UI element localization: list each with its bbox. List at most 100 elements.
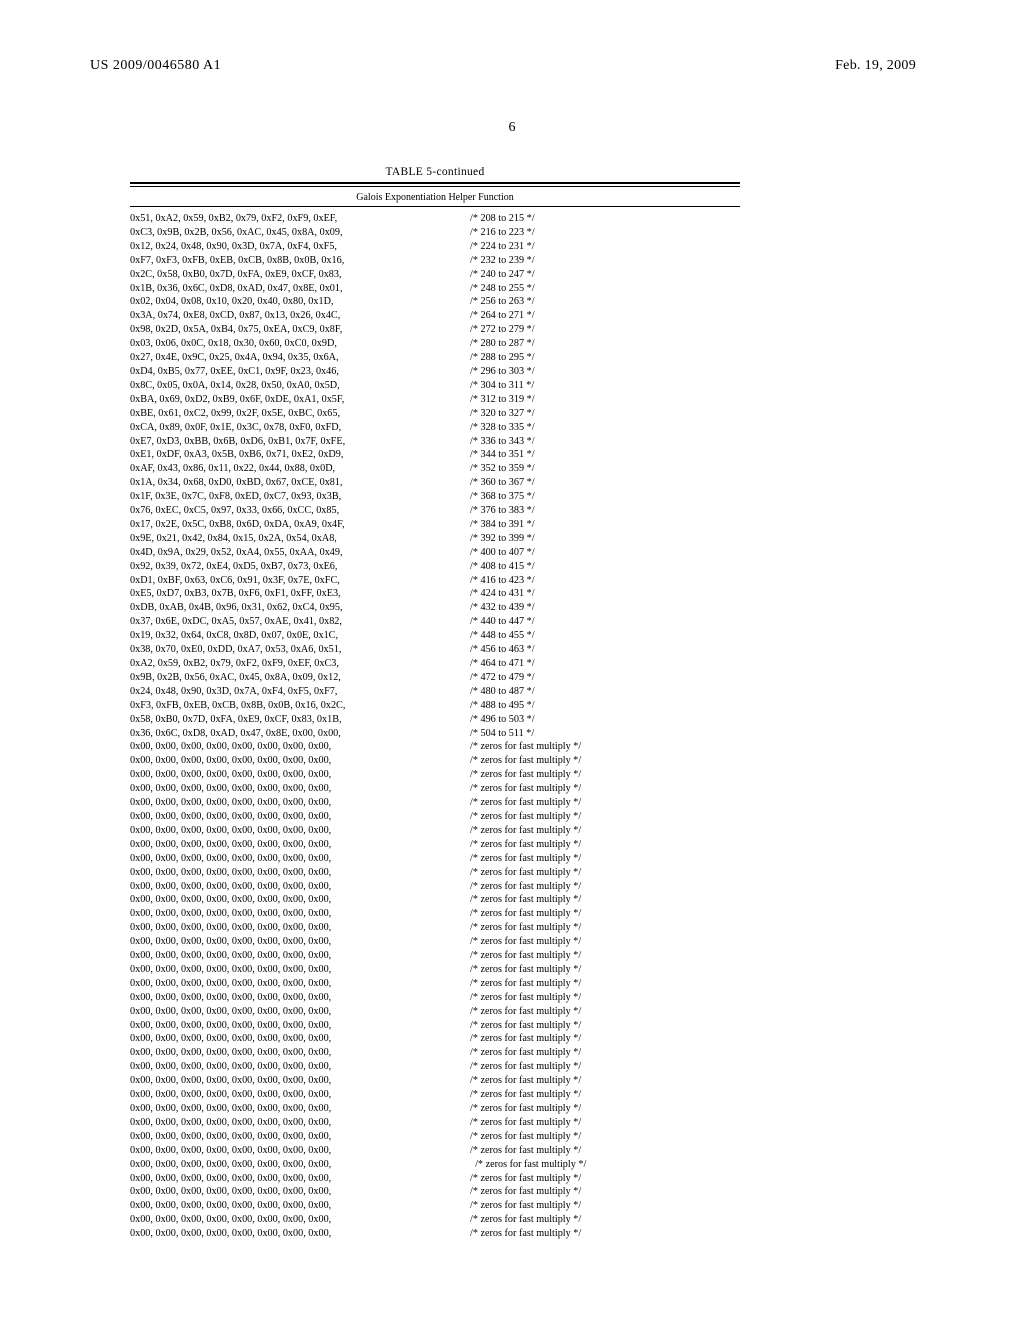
table-row: 0x00, 0x00, 0x00, 0x00, 0x00, 0x00, 0x00… [130,880,740,894]
hex-values: 0x00, 0x00, 0x00, 0x00, 0x00, 0x00, 0x00… [130,1116,470,1130]
table-row: 0x24, 0x48, 0x90, 0x3D, 0x7A, 0xF4, 0xF5… [130,685,740,699]
hex-values: 0xE1, 0xDF, 0xA3, 0x5B, 0xB6, 0x71, 0xE2… [130,448,470,462]
comment: /* zeros for fast multiply */ [470,754,740,768]
table-row: 0x00, 0x00, 0x00, 0x00, 0x00, 0x00, 0x00… [130,810,740,824]
table-row: 0x00, 0x00, 0x00, 0x00, 0x00, 0x00, 0x00… [130,1130,740,1144]
table-row: 0x00, 0x00, 0x00, 0x00, 0x00, 0x00, 0x00… [130,1185,740,1199]
hex-values: 0x00, 0x00, 0x00, 0x00, 0x00, 0x00, 0x00… [130,838,470,852]
table-row: 0x00, 0x00, 0x00, 0x00, 0x00, 0x00, 0x00… [130,963,740,977]
comment: /* 232 to 239 */ [470,254,740,268]
comment: /* zeros for fast multiply */ [470,963,740,977]
hex-values: 0x00, 0x00, 0x00, 0x00, 0x00, 0x00, 0x00… [130,921,470,935]
table-row: 0x2C, 0x58, 0xB0, 0x7D, 0xFA, 0xE9, 0xCF… [130,268,740,282]
hex-values: 0x00, 0x00, 0x00, 0x00, 0x00, 0x00, 0x00… [130,1199,470,1213]
rule-thin-2 [130,206,740,207]
comment: /* 440 to 447 */ [470,615,740,629]
table-row: 0x00, 0x00, 0x00, 0x00, 0x00, 0x00, 0x00… [130,907,740,921]
table-row: 0x1A, 0x34, 0x68, 0xD0, 0xBD, 0x67, 0xCE… [130,476,740,490]
table-row: 0x19, 0x32, 0x64, 0xC8, 0x8D, 0x07, 0x0E… [130,629,740,643]
comment: /* 224 to 231 */ [470,240,740,254]
hex-values: 0x00, 0x00, 0x00, 0x00, 0x00, 0x00, 0x00… [130,935,470,949]
table-row: 0x00, 0x00, 0x00, 0x00, 0x00, 0x00, 0x00… [130,1102,740,1116]
table-row: 0x00, 0x00, 0x00, 0x00, 0x00, 0x00, 0x00… [130,768,740,782]
hex-values: 0x2C, 0x58, 0xB0, 0x7D, 0xFA, 0xE9, 0xCF… [130,268,470,282]
comment: /* 384 to 391 */ [470,518,740,532]
table-row: 0x00, 0x00, 0x00, 0x00, 0x00, 0x00, 0x00… [130,1144,740,1158]
comment: /* 288 to 295 */ [470,351,740,365]
comment: /* zeros for fast multiply */ [470,866,740,880]
table-row: 0x00, 0x00, 0x00, 0x00, 0x00, 0x00, 0x00… [130,949,740,963]
table-row: 0x00, 0x00, 0x00, 0x00, 0x00, 0x00, 0x00… [130,1019,740,1033]
hex-values: 0x38, 0x70, 0xE0, 0xDD, 0xA7, 0x53, 0xA6… [130,643,470,657]
comment: /* zeros for fast multiply */ [470,1227,740,1241]
hex-values: 0x00, 0x00, 0x00, 0x00, 0x00, 0x00, 0x00… [130,866,470,880]
comment: /* zeros for fast multiply */ [470,1116,740,1130]
comment: /* 208 to 215 */ [470,212,740,226]
hex-values: 0x03, 0x06, 0x0C, 0x18, 0x30, 0x60, 0xC0… [130,337,470,351]
hex-values: 0xAF, 0x43, 0x86, 0x11, 0x22, 0x44, 0x88… [130,462,470,476]
table-row: 0xD1, 0xBF, 0x63, 0xC6, 0x91, 0x3F, 0x7E… [130,574,740,588]
hex-values: 0x00, 0x00, 0x00, 0x00, 0x00, 0x00, 0x00… [130,740,470,754]
table-row: 0x17, 0x2E, 0x5C, 0xB8, 0x6D, 0xDA, 0xA9… [130,518,740,532]
table-row: 0xBE, 0x61, 0xC2, 0x99, 0x2F, 0x5E, 0xBC… [130,407,740,421]
comment: /* 416 to 423 */ [470,574,740,588]
comment: /* zeros for fast multiply */ [470,893,740,907]
table-row: 0x4D, 0x9A, 0x29, 0x52, 0xA4, 0x55, 0xAA… [130,546,740,560]
hex-values: 0x24, 0x48, 0x90, 0x3D, 0x7A, 0xF4, 0xF5… [130,685,470,699]
comment: /* zeros for fast multiply */ [470,782,740,796]
hex-values: 0x00, 0x00, 0x00, 0x00, 0x00, 0x00, 0x00… [130,977,470,991]
hex-values: 0x12, 0x24, 0x48, 0x90, 0x3D, 0x7A, 0xF4… [130,240,470,254]
comment: /* 432 to 439 */ [470,601,740,615]
hex-values: 0xD1, 0xBF, 0x63, 0xC6, 0x91, 0x3F, 0x7E… [130,574,470,588]
table-row: 0xDB, 0xAB, 0x4B, 0x96, 0x31, 0x62, 0xC4… [130,601,740,615]
page-number: 6 [0,120,1024,136]
hex-values: 0x3A, 0x74, 0xE8, 0xCD, 0x87, 0x13, 0x26… [130,309,470,323]
comment: /* 480 to 487 */ [470,685,740,699]
comment: /* 456 to 463 */ [470,643,740,657]
hex-values: 0x00, 0x00, 0x00, 0x00, 0x00, 0x00, 0x00… [130,1005,470,1019]
table-row: 0x00, 0x00, 0x00, 0x00, 0x00, 0x00, 0x00… [130,1060,740,1074]
hex-values: 0x00, 0x00, 0x00, 0x00, 0x00, 0x00, 0x00… [130,1130,470,1144]
hex-values: 0x8C, 0x05, 0x0A, 0x14, 0x28, 0x50, 0xA0… [130,379,470,393]
hex-values: 0xF7, 0xF3, 0xFB, 0xEB, 0xCB, 0x8B, 0x0B… [130,254,470,268]
table-row: 0x27, 0x4E, 0x9C, 0x25, 0x4A, 0x94, 0x35… [130,351,740,365]
hex-values: 0x00, 0x00, 0x00, 0x00, 0x00, 0x00, 0x00… [130,852,470,866]
table-row: 0x37, 0x6E, 0xDC, 0xA5, 0x57, 0xAE, 0x41… [130,615,740,629]
comment: /* zeros for fast multiply */ [470,1185,740,1199]
comment: /* zeros for fast multiply */ [470,824,740,838]
comment: /* 392 to 399 */ [470,532,740,546]
table-row: 0x9E, 0x21, 0x42, 0x84, 0x15, 0x2A, 0x54… [130,532,740,546]
table-row: 0x00, 0x00, 0x00, 0x00, 0x00, 0x00, 0x00… [130,893,740,907]
hex-values: 0x36, 0x6C, 0xD8, 0xAD, 0x47, 0x8E, 0x00… [130,727,470,741]
table-row: 0x00, 0x00, 0x00, 0x00, 0x00, 0x00, 0x00… [130,1158,740,1172]
comment: /* zeros for fast multiply */ [470,880,740,894]
hex-values: 0x00, 0x00, 0x00, 0x00, 0x00, 0x00, 0x00… [130,1060,470,1074]
hex-values: 0xBE, 0x61, 0xC2, 0x99, 0x2F, 0x5E, 0xBC… [130,407,470,421]
table-row: 0x12, 0x24, 0x48, 0x90, 0x3D, 0x7A, 0xF4… [130,240,740,254]
hex-values: 0x02, 0x04, 0x08, 0x10, 0x20, 0x40, 0x80… [130,295,470,309]
table-subtitle: Galois Exponentiation Helper Function [130,192,740,203]
comment: /* 264 to 271 */ [470,309,740,323]
comment: /* 320 to 327 */ [470,407,740,421]
hex-values: 0x00, 0x00, 0x00, 0x00, 0x00, 0x00, 0x00… [130,949,470,963]
table-row: 0x00, 0x00, 0x00, 0x00, 0x00, 0x00, 0x00… [130,838,740,852]
comment: /* 312 to 319 */ [470,393,740,407]
comment: /* 328 to 335 */ [470,421,740,435]
comment: /* 240 to 247 */ [470,268,740,282]
table-row: 0xF7, 0xF3, 0xFB, 0xEB, 0xCB, 0x8B, 0x0B… [130,254,740,268]
comment: /* zeros for fast multiply */ [470,1158,740,1172]
table-row: 0xC3, 0x9B, 0x2B, 0x56, 0xAC, 0x45, 0x8A… [130,226,740,240]
hex-values: 0xCA, 0x89, 0x0F, 0x1E, 0x3C, 0x78, 0xF0… [130,421,470,435]
hex-values: 0x92, 0x39, 0x72, 0xE4, 0xD5, 0xB7, 0x73… [130,560,470,574]
table-row: 0x8C, 0x05, 0x0A, 0x14, 0x28, 0x50, 0xA0… [130,379,740,393]
comment: /* zeros for fast multiply */ [470,1005,740,1019]
hex-values: 0x00, 0x00, 0x00, 0x00, 0x00, 0x00, 0x00… [130,768,470,782]
comment: /* zeros for fast multiply */ [470,1088,740,1102]
table-row: 0x00, 0x00, 0x00, 0x00, 0x00, 0x00, 0x00… [130,1088,740,1102]
hex-values: 0x9E, 0x21, 0x42, 0x84, 0x15, 0x2A, 0x54… [130,532,470,546]
hex-values: 0x76, 0xEC, 0xC5, 0x97, 0x33, 0x66, 0xCC… [130,504,470,518]
table-row: 0x03, 0x06, 0x0C, 0x18, 0x30, 0x60, 0xC0… [130,337,740,351]
hex-values: 0x1B, 0x36, 0x6C, 0xD8, 0xAD, 0x47, 0x8E… [130,282,470,296]
hex-values: 0xD4, 0xB5, 0x77, 0xEE, 0xC1, 0x9F, 0x23… [130,365,470,379]
hex-values: 0x00, 0x00, 0x00, 0x00, 0x00, 0x00, 0x00… [130,810,470,824]
